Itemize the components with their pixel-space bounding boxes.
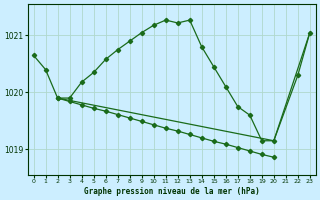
X-axis label: Graphe pression niveau de la mer (hPa): Graphe pression niveau de la mer (hPa) — [84, 187, 260, 196]
